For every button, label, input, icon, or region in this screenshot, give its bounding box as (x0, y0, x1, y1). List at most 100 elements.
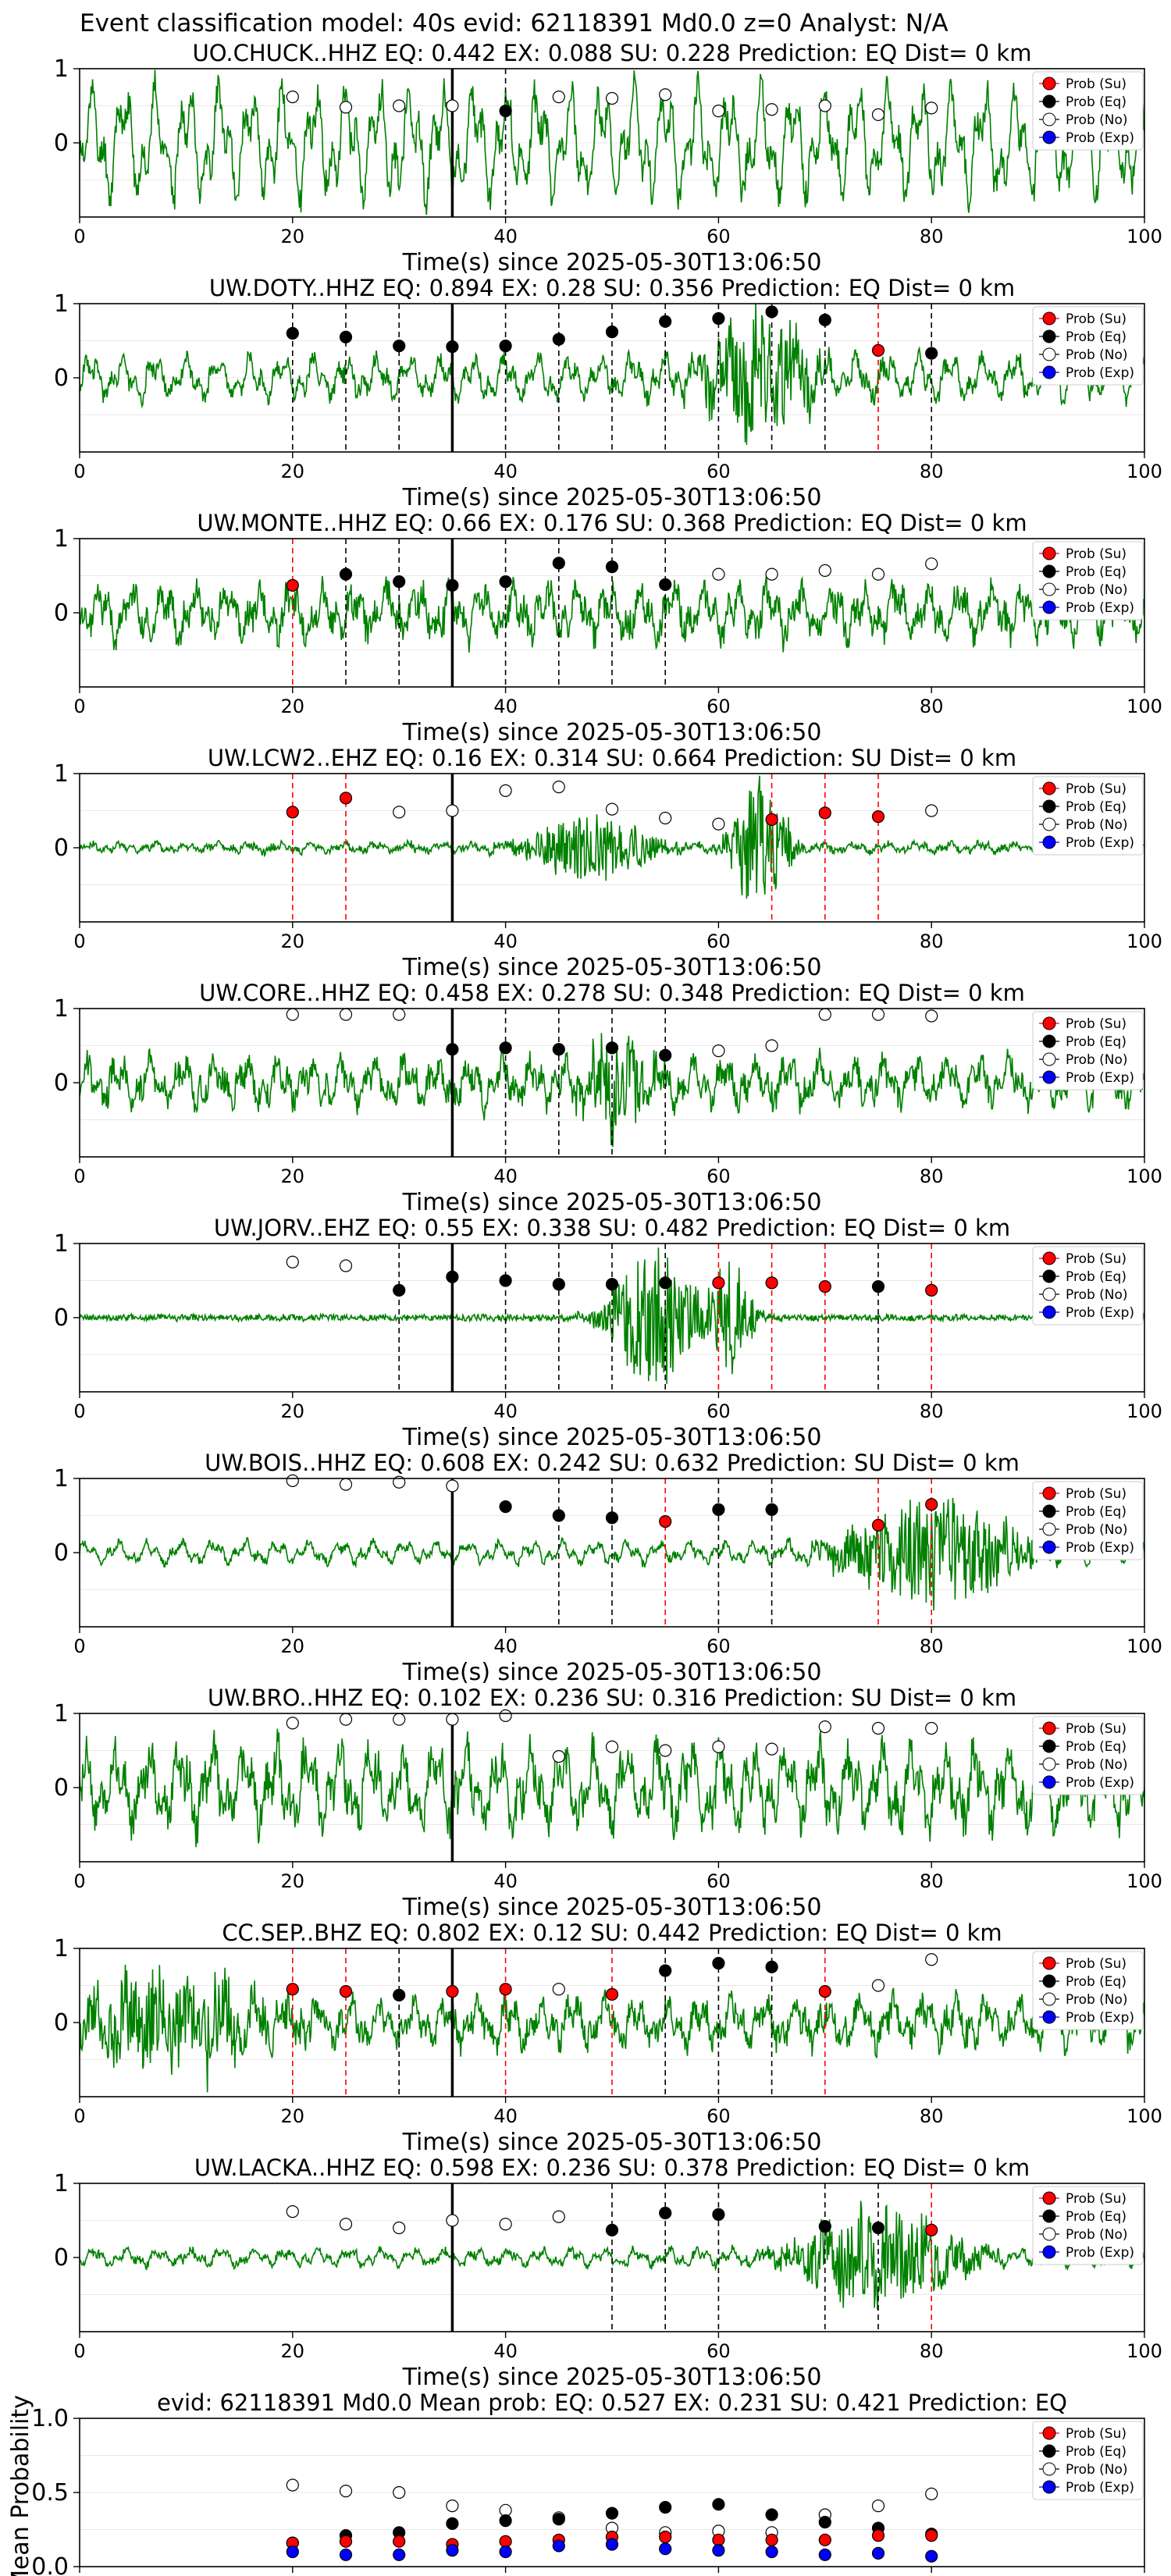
mean-point-eq (446, 2517, 459, 2530)
prob-point-su (818, 1279, 831, 1293)
prob-point-no (818, 564, 831, 577)
mean-point-su (393, 2535, 406, 2548)
waveform-trace (80, 1247, 1144, 1385)
prob-point-no (925, 1953, 938, 1966)
prob-point-no (605, 802, 619, 816)
x-axis-label: Time(s) since 2025-05-30T13:06:50 (402, 2364, 822, 2391)
y-tick-label: 0 (54, 834, 69, 862)
prob-point-su (925, 1283, 938, 1297)
plot-area (80, 1478, 1144, 1627)
legend-label-eq: Prob (Eq) (1066, 94, 1127, 110)
legend-marker-su (1042, 2191, 1056, 2205)
legend-box (1032, 541, 1144, 621)
prob-point-no (552, 1983, 565, 1996)
prob-point-no (286, 1008, 299, 1021)
legend-label-exp: Prob (Exp) (1066, 365, 1134, 381)
legend-label-eq: Prob (Eq) (1066, 329, 1127, 345)
legend-marker-eq (1042, 1034, 1056, 1048)
y-tick-label: 1 (54, 995, 69, 1023)
x-tick-label: 80 (920, 1165, 944, 1187)
prob-point-no (286, 2205, 299, 2218)
y-tick-label: 0 (54, 1069, 69, 1097)
x-axis-label: Time(s) since 2025-05-30T13:06:50 (402, 1894, 822, 1921)
mean-point-exp (552, 2539, 565, 2553)
x-tick-label: 40 (493, 696, 518, 717)
plot-area (80, 1948, 1144, 2097)
waveform-trace (80, 2201, 1144, 2311)
x-tick-label: 40 (493, 930, 518, 952)
legend-label-su: Prob (Su) (1066, 1486, 1127, 1502)
legend-label-exp: Prob (Exp) (1066, 1540, 1134, 1556)
x-tick-label: 100 (1127, 930, 1162, 952)
prob-point-no (552, 1750, 565, 1763)
legend-label-no: Prob (No) (1066, 347, 1128, 363)
panel-6: UW.BOIS..HHZ EQ: 0.608 EX: 0.242 SU: 0.6… (54, 1450, 1162, 1686)
x-tick-label: 60 (707, 2105, 731, 2127)
legend-label-su: Prob (Su) (1066, 76, 1127, 92)
panel-title: UW.BOIS..HHZ EQ: 0.608 EX: 0.242 SU: 0.6… (205, 1450, 1020, 1476)
prob-point-su (925, 1498, 938, 1511)
prob-point-eq (659, 2206, 672, 2220)
y-tick-label: 0 (54, 2009, 69, 2037)
prob-point-eq (765, 305, 778, 318)
y-tick-label: 1 (54, 2170, 69, 2197)
y-tick-label: 0.5 (31, 2479, 69, 2507)
panel-7: UW.BRO..HHZ EQ: 0.102 EX: 0.236 SU: 0.31… (54, 1685, 1162, 1921)
prob-point-su (818, 806, 831, 820)
x-tick-label: 60 (707, 226, 731, 247)
y-tick-label: 1 (54, 525, 69, 553)
mean-point-exp (499, 2545, 512, 2559)
y-tick-label: 0 (54, 2244, 69, 2272)
legend-label-no: Prob (No) (1066, 2227, 1128, 2243)
panel-8: CC.SEP..BHZ EQ: 0.802 EX: 0.12 SU: 0.442… (54, 1920, 1162, 2156)
legend-marker-exp (1042, 1540, 1056, 1554)
prob-point-no (339, 1008, 353, 1021)
prob-point-no (925, 1009, 938, 1023)
legend-marker-su (1042, 1486, 1056, 1500)
legend-box (1032, 306, 1144, 386)
legend-label-eq: Prob (Eq) (1066, 1974, 1127, 1990)
legend-box (1032, 1716, 1144, 1795)
x-axis-label: Time(s) since 2025-05-30T13:06:50 (402, 1424, 822, 1451)
prob-point-eq (552, 1509, 565, 1522)
legend-marker-no (1042, 1522, 1056, 1536)
legend-label-exp: Prob (Exp) (1066, 2480, 1134, 2496)
legend-box (1032, 71, 1144, 151)
legend-label-no: Prob (No) (1066, 2462, 1128, 2478)
legend-label-exp: Prob (Exp) (1066, 1775, 1134, 1791)
prob-point-eq (499, 1041, 512, 1055)
prob-point-su (765, 813, 778, 827)
x-tick-label: 0 (73, 1635, 85, 1657)
x-tick-label: 0 (73, 2340, 85, 2362)
mean-point-no (393, 2485, 406, 2500)
x-tick-label: 100 (1127, 1400, 1162, 1422)
x-tick-label: 60 (707, 1870, 731, 1892)
legend-marker-no (1042, 1052, 1056, 1066)
prob-point-su (712, 1276, 725, 1290)
y-tick-label: 1 (54, 1230, 69, 1258)
plot-area (80, 1244, 1144, 1392)
prob-point-su (871, 809, 885, 824)
legend-label-su: Prob (Su) (1066, 1016, 1127, 1032)
prob-point-su (339, 1985, 353, 1998)
panel-5: UW.JORV..EHZ EQ: 0.55 EX: 0.338 SU: 0.48… (54, 1215, 1162, 1451)
x-tick-label: 20 (281, 1870, 305, 1892)
prob-point-no (818, 99, 831, 112)
prob-point-no (818, 1008, 831, 1021)
prob-point-eq (659, 315, 672, 328)
x-tick-label: 100 (1127, 1870, 1162, 1892)
prob-point-no (393, 806, 406, 819)
legend-label-exp: Prob (Exp) (1066, 600, 1134, 616)
legend-marker-eq (1042, 1269, 1056, 1283)
legend-marker-eq (1042, 799, 1056, 813)
legend-label-no: Prob (No) (1066, 112, 1128, 128)
prob-point-eq (446, 1270, 459, 1283)
legend-marker-su (1042, 2426, 1056, 2440)
legend-label-no: Prob (No) (1066, 1992, 1128, 2008)
legend-label-eq: Prob (Eq) (1066, 2209, 1127, 2225)
mean-point-no (925, 2487, 938, 2500)
x-axis-label: Time(s) since 2025-05-30T13:06:50 (402, 2129, 822, 2156)
y-tick-label: 0 (54, 365, 69, 392)
mean-point-eq (659, 2500, 672, 2514)
panel-9: UW.LACKA..HHZ EQ: 0.598 EX: 0.236 SU: 0.… (54, 2154, 1162, 2391)
